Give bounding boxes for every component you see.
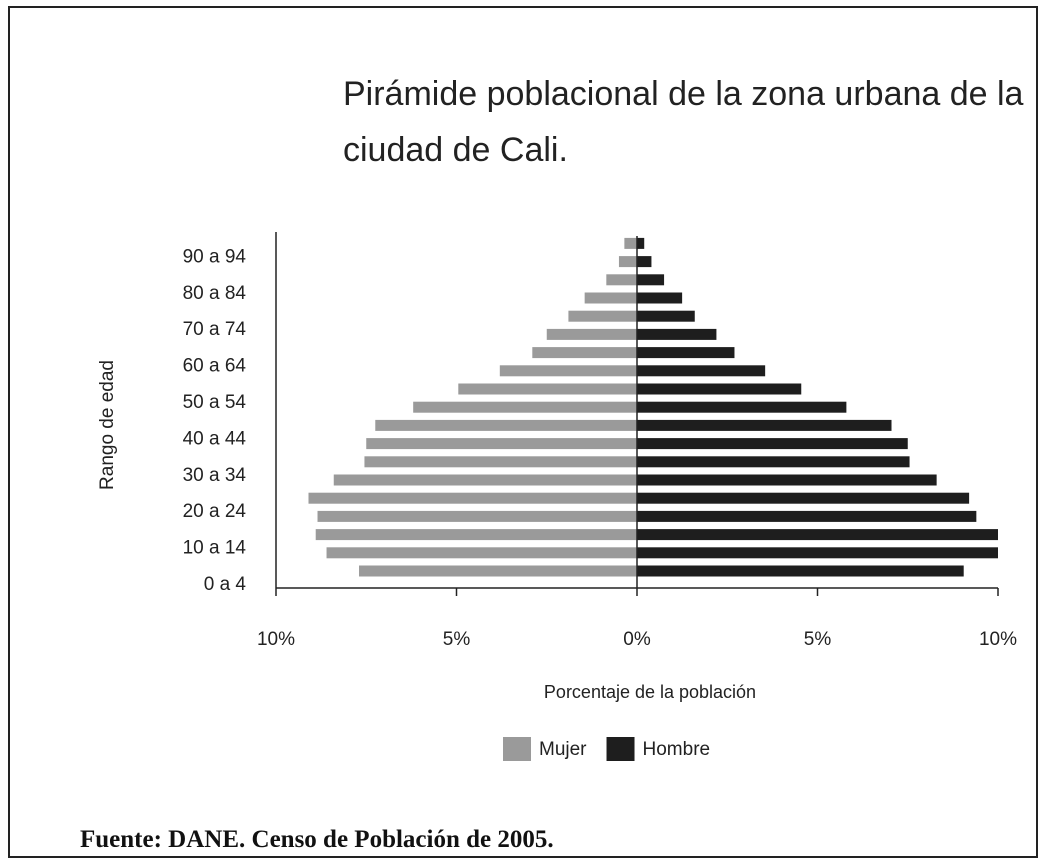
legend-label: Hombre xyxy=(643,739,711,760)
bar xyxy=(624,237,637,249)
y-tick-label: 40 a 44 xyxy=(183,428,247,449)
y-tick-label: 60 a 64 xyxy=(183,356,247,377)
chart-title: Pirámide poblacional de la zona urbana d… xyxy=(343,75,1024,169)
bar xyxy=(499,365,637,377)
bar xyxy=(637,292,683,304)
bar xyxy=(413,401,637,413)
bar xyxy=(308,492,637,504)
bar xyxy=(637,456,910,468)
bar xyxy=(366,438,637,450)
y-tick-label: 20 a 24 xyxy=(183,501,247,522)
legend-swatch xyxy=(503,737,531,761)
y-tick-label: 80 a 84 xyxy=(183,283,247,304)
bar xyxy=(637,529,998,541)
bar xyxy=(637,365,766,377)
bar xyxy=(618,256,637,268)
bar xyxy=(637,547,998,559)
bar xyxy=(606,274,637,286)
legend-swatch xyxy=(606,737,635,761)
bar xyxy=(637,347,735,359)
bar xyxy=(546,328,637,340)
y-tick-label: 50 a 54 xyxy=(183,392,247,413)
x-tick-label: 5% xyxy=(804,629,832,650)
bar xyxy=(458,383,637,395)
y-tick-label: 10 a 14 xyxy=(183,538,247,559)
bar xyxy=(584,292,637,304)
y-tick-label: 30 a 34 xyxy=(183,465,247,486)
bar xyxy=(637,328,717,340)
bar xyxy=(637,383,802,395)
bar xyxy=(315,529,637,541)
bar xyxy=(637,237,645,249)
x-tick-label: 10% xyxy=(257,629,295,650)
bar xyxy=(637,438,908,450)
legend-label: Mujer xyxy=(539,739,587,760)
bar xyxy=(637,492,970,504)
y-tick-label: 90 a 94 xyxy=(183,246,247,267)
bar xyxy=(637,419,892,431)
bar xyxy=(637,474,937,486)
bar xyxy=(637,510,977,522)
source-note: Fuente: DANE. Censo de Población de 2005… xyxy=(80,826,554,853)
bar xyxy=(637,401,847,413)
x-tick-label: 5% xyxy=(443,629,471,650)
x-tick-label: 10% xyxy=(979,629,1017,650)
bar xyxy=(568,310,637,322)
y-axis-label: Rango de edad xyxy=(97,360,118,490)
bar xyxy=(317,510,637,522)
bar xyxy=(333,474,637,486)
frame xyxy=(8,6,1038,858)
bar xyxy=(359,565,637,577)
bar xyxy=(364,456,637,468)
y-tick-label: 0 a 4 xyxy=(204,574,247,595)
x-tick-label: 0% xyxy=(623,629,651,650)
x-axis-label: Porcentaje de la población xyxy=(544,682,756,702)
bar xyxy=(375,419,637,431)
bar xyxy=(637,274,665,286)
y-tick-label: 70 a 74 xyxy=(183,319,247,340)
bar xyxy=(532,347,637,359)
bar xyxy=(637,565,964,577)
bar xyxy=(326,547,637,559)
bar xyxy=(637,256,652,268)
bar xyxy=(637,310,695,322)
